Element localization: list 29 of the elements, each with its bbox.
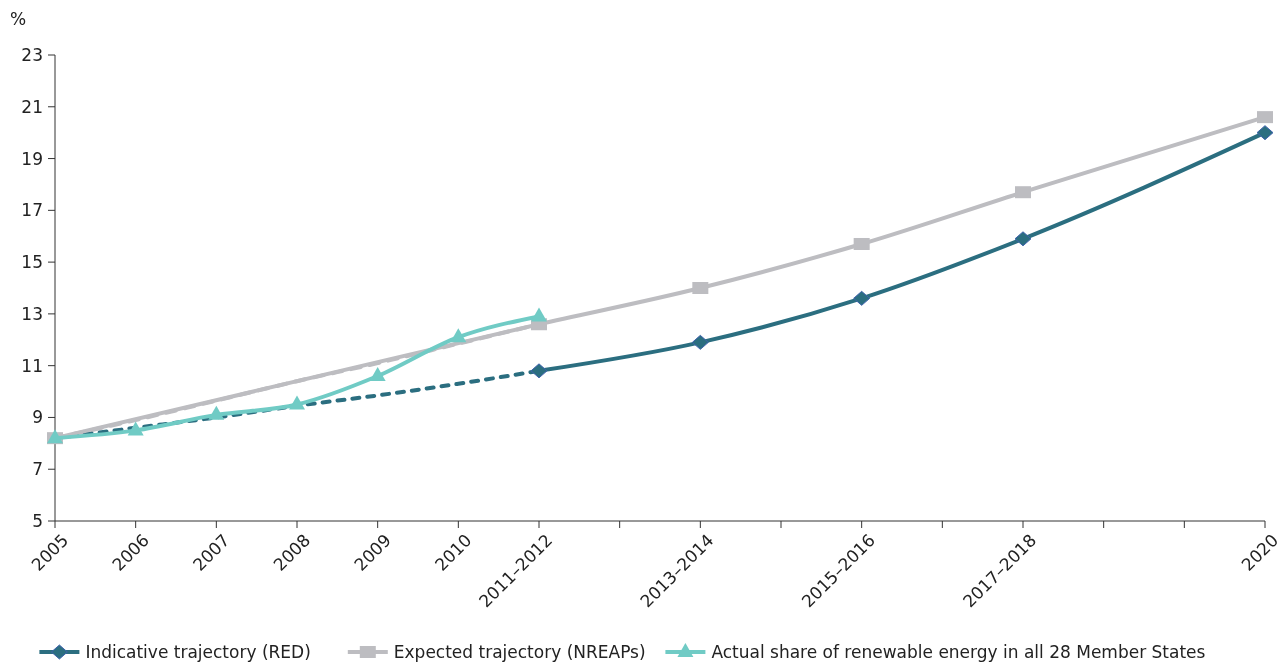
legend-label: Actual share of renewable energy in all 28 Member States <box>711 642 1206 662</box>
point <box>853 290 871 306</box>
legend-label: Expected trajectory (NREAPs) <box>393 642 646 662</box>
legend-label: Indicative trajectory (RED) <box>85 642 311 662</box>
point <box>1014 231 1032 247</box>
y-tick-label: 21 <box>21 96 43 117</box>
point <box>691 334 709 350</box>
point <box>1015 186 1031 199</box>
y-tick-label: 17 <box>21 200 43 221</box>
y-tick-label: 19 <box>21 148 43 169</box>
point <box>450 328 467 343</box>
point <box>289 395 305 410</box>
y-tick-label: 23 <box>21 44 43 65</box>
y-axis-title: % <box>10 9 27 29</box>
point <box>369 367 386 382</box>
y-tick-label: 7 <box>32 459 43 480</box>
point <box>208 405 225 420</box>
y-tick-label: 13 <box>21 303 43 324</box>
point <box>1257 111 1273 124</box>
point <box>853 237 870 250</box>
point <box>531 307 547 322</box>
y-tick-label: 11 <box>21 355 43 376</box>
point <box>127 421 144 436</box>
point <box>530 363 548 379</box>
y-tick-label: 9 <box>32 407 43 428</box>
y-tick-label: 5 <box>32 510 43 531</box>
point <box>1256 125 1274 141</box>
y-tick-label: 15 <box>21 252 43 273</box>
point <box>692 282 709 294</box>
